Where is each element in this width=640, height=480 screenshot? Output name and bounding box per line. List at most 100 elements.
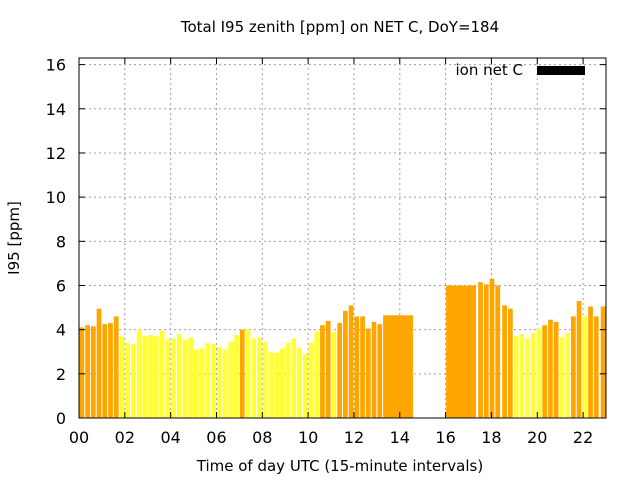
y-tick-label: 4 xyxy=(56,321,66,340)
bar xyxy=(257,337,262,418)
y-tick-label: 12 xyxy=(46,144,66,163)
x-tick-label: 16 xyxy=(435,428,455,447)
y-tick-label: 2 xyxy=(56,365,66,384)
bar xyxy=(536,328,542,418)
bar xyxy=(194,349,199,418)
bar xyxy=(245,329,251,418)
legend: ion net C xyxy=(456,61,585,79)
bar xyxy=(90,326,96,418)
y-axis: 0 2 4 6 8 10 12 14 16 xyxy=(46,56,606,428)
bar xyxy=(102,324,108,418)
x-tick-label: 06 xyxy=(206,428,226,447)
x-tick-label: 00 xyxy=(69,428,89,447)
bar xyxy=(285,342,291,418)
bar xyxy=(446,285,477,418)
x-axis-title: Time of day UTC (15-minute intervals) xyxy=(196,457,483,475)
x-tick-label: 18 xyxy=(481,428,501,447)
y-tick-label: 0 xyxy=(56,409,66,428)
bar xyxy=(565,332,570,418)
legend-swatch-ion-net-c xyxy=(537,66,585,75)
bar xyxy=(96,308,102,418)
bar xyxy=(251,338,257,418)
bar xyxy=(553,321,559,418)
bar xyxy=(148,335,153,418)
bar xyxy=(297,347,302,418)
x-tick-label: 04 xyxy=(160,428,180,447)
bar xyxy=(489,278,495,418)
bar xyxy=(211,344,216,418)
bar xyxy=(291,338,297,418)
bar xyxy=(383,315,414,418)
bar xyxy=(570,316,576,418)
bar xyxy=(513,336,519,418)
bar xyxy=(308,342,314,418)
x-tick-label: 12 xyxy=(344,428,364,447)
bar xyxy=(216,347,222,418)
bar xyxy=(153,336,159,418)
bar xyxy=(371,321,377,418)
bar xyxy=(337,323,342,418)
x-tick-label: 02 xyxy=(115,428,135,447)
bar xyxy=(279,348,285,418)
bar xyxy=(234,335,239,418)
bar xyxy=(360,316,365,418)
bar xyxy=(125,342,131,418)
x-tick-label: 08 xyxy=(252,428,272,447)
bar xyxy=(171,338,176,418)
bar xyxy=(588,306,593,418)
y-axis-title: I95 [ppm] xyxy=(5,201,23,275)
bar xyxy=(302,353,308,418)
bar-series-ion-net-c xyxy=(79,278,606,418)
x-tick-label: 10 xyxy=(298,428,318,447)
bar xyxy=(582,316,588,418)
bar xyxy=(176,334,182,418)
bar xyxy=(576,300,582,418)
bar xyxy=(136,329,142,418)
bar xyxy=(525,338,530,418)
bar xyxy=(348,305,354,418)
y-tick-label: 16 xyxy=(46,56,66,75)
bar xyxy=(495,285,501,418)
bar xyxy=(325,320,331,418)
bar xyxy=(542,325,548,418)
bar xyxy=(108,323,113,418)
legend-label-ion-net-c: ion net C xyxy=(456,61,523,79)
bar xyxy=(113,316,119,418)
x-tick-label: 22 xyxy=(573,428,593,447)
plot-frame xyxy=(78,57,607,419)
bar xyxy=(222,349,228,418)
bar xyxy=(483,284,489,418)
bar xyxy=(182,339,188,418)
y-tick-label: 8 xyxy=(56,232,66,251)
bar xyxy=(502,305,507,418)
y-tick-label: 6 xyxy=(56,276,66,295)
bar xyxy=(343,310,348,418)
bar xyxy=(274,352,279,418)
bar xyxy=(165,339,171,418)
bar xyxy=(199,348,205,418)
x-tick-label: 14 xyxy=(390,428,410,447)
bar xyxy=(262,341,268,418)
bar xyxy=(85,325,90,418)
bar xyxy=(478,282,483,418)
bar xyxy=(331,331,337,418)
bar xyxy=(320,325,325,418)
bar xyxy=(593,316,599,418)
bar xyxy=(188,337,194,418)
bar xyxy=(314,331,320,418)
x-tick-label: 20 xyxy=(527,428,547,447)
bar xyxy=(600,306,606,418)
bar xyxy=(159,330,165,418)
bar xyxy=(268,351,274,418)
bar xyxy=(377,324,383,418)
bar xyxy=(142,336,148,418)
bar xyxy=(365,328,371,418)
bar xyxy=(548,319,553,418)
bar xyxy=(354,316,360,418)
bar xyxy=(131,344,136,418)
bar xyxy=(79,327,85,418)
chart-title: Total I95 zenith [ppm] on NET C, DoY=184 xyxy=(180,18,499,36)
bar xyxy=(530,332,536,418)
y-tick-label: 14 xyxy=(46,100,66,119)
x-axis: 00 02 04 06 08 10 12 14 16 18 20 22 xyxy=(69,58,593,447)
